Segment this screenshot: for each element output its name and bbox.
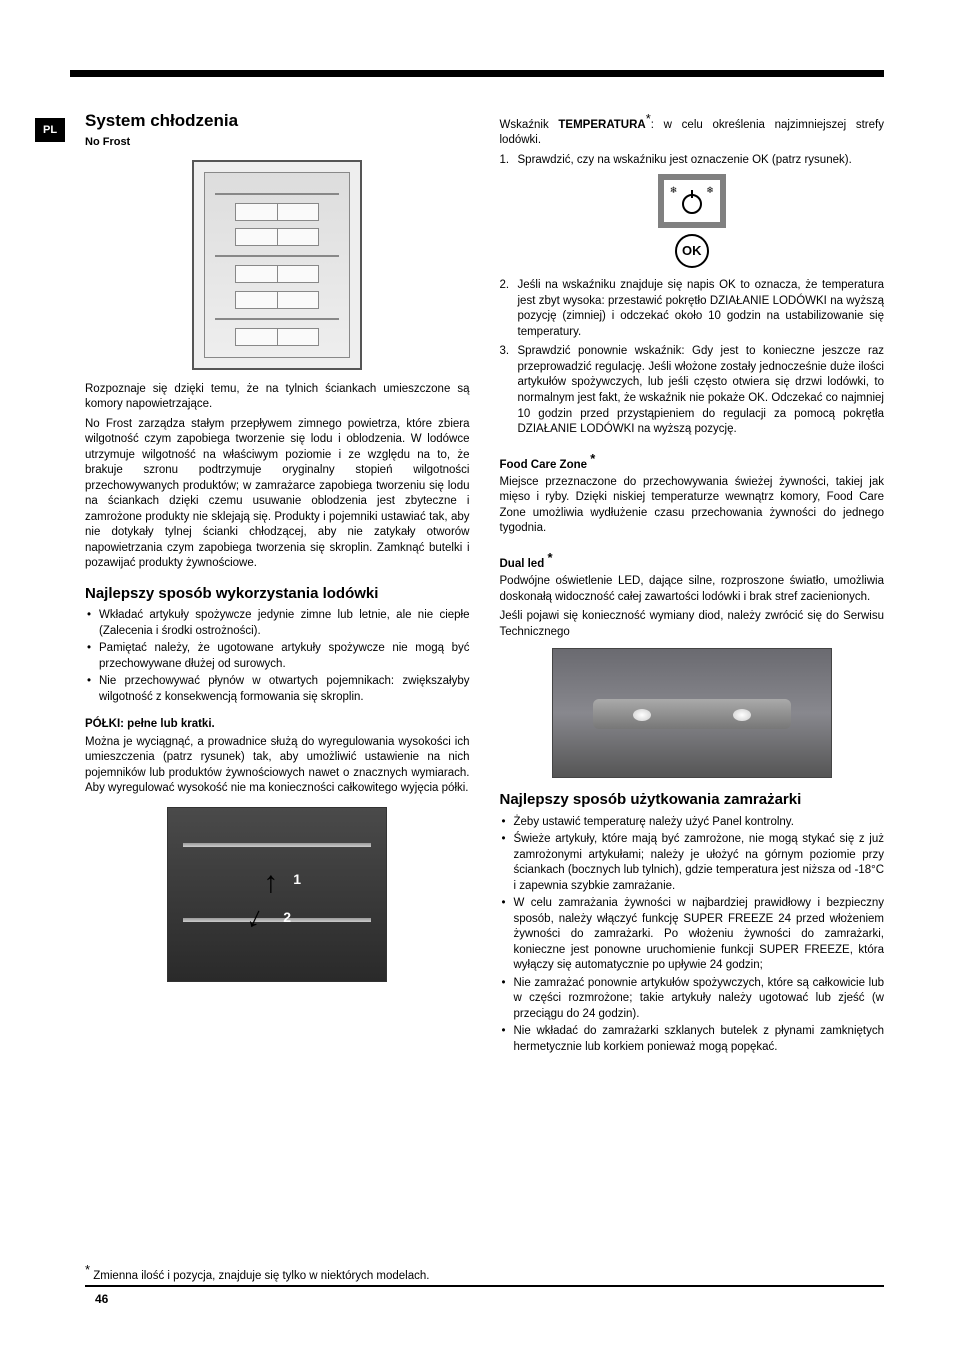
- list-item: 2.Jeśli na wskaźniku znajduje się napis …: [518, 278, 885, 340]
- list-item: 1.Sprawdzić, czy na wskaźniku jest oznac…: [518, 153, 885, 169]
- fridge-best-use-heading: Najlepszy sposób wykorzystania lodówki: [85, 584, 470, 604]
- temperature-steps-cont: 2.Jeśli na wskaźniku znajduje się napis …: [500, 278, 885, 437]
- dual-led-photo: [552, 648, 832, 778]
- list-item: W celu zamrażania żywności w najbardziej…: [514, 896, 885, 974]
- list-item: Żeby ustawić temperaturę należy użyć Pan…: [514, 815, 885, 831]
- list-item: Świeże artykuły, które mają być zamrożon…: [514, 832, 885, 894]
- temperature-label: TEMPERATURA: [558, 119, 645, 131]
- fridge-diagram: [192, 160, 362, 370]
- shelf-adjustment-photo: ↑ 1 ↓ 2: [167, 807, 387, 982]
- shelves-para: Można je wyciągnąć, a prowadnice służą d…: [85, 735, 470, 797]
- dual-led-para2: Jeśli pojawi się konieczność wymiany dio…: [500, 609, 885, 640]
- arrow-label-2: 2: [283, 908, 291, 927]
- temperature-intro: Wskaźnik TEMPERATURA*: w celu określenia…: [500, 110, 885, 149]
- asterisk-icon: *: [547, 550, 552, 565]
- list-item: Nie przechowywać płynów w otwartych poje…: [99, 674, 470, 705]
- list-item: Pamiętać należy, że ugotowane artykuły s…: [99, 641, 470, 672]
- left-column: System chłodzenia No Frost Rozpoznaje si…: [85, 110, 470, 1057]
- temperature-steps: 1.Sprawdzić, czy na wskaźniku jest oznac…: [500, 153, 885, 169]
- list-item: Nie wkładać do zamrażarki szklanych bute…: [514, 1024, 885, 1055]
- language-badge: PL: [35, 118, 65, 142]
- page-number: 46: [85, 1292, 108, 1306]
- dual-led-heading: Dual led *: [500, 549, 885, 572]
- list-item: Nie zamrażać ponownie artykułów spożywcz…: [514, 976, 885, 1023]
- shelves-heading: PÓŁKI: pełne lub kratki.: [85, 717, 470, 733]
- list-item: Wkładać artykuły spożywcze jedynie zimne…: [99, 608, 470, 639]
- ok-circle: OK: [675, 234, 709, 268]
- food-care-para: Miejsce przeznaczone do przechowywania ś…: [500, 475, 885, 537]
- no-frost-subtitle: No Frost: [85, 135, 470, 150]
- para-recognize: Rozpoznaje się dzięki temu, że na tylnic…: [85, 382, 470, 413]
- list-item: 3.Sprawdzić ponownie wskaźnik: Gdy jest …: [518, 344, 885, 437]
- freezer-tips-list: Żeby ustawić temperaturę należy użyć Pan…: [500, 815, 885, 1056]
- content-columns: System chłodzenia No Frost Rozpoznaje si…: [85, 110, 884, 1057]
- top-divider: [70, 70, 884, 77]
- footnote: * Zmienna ilość i pozycja, znajduje się …: [85, 1262, 465, 1282]
- arrow-label-1: 1: [293, 870, 301, 889]
- asterisk-icon: *: [590, 451, 595, 466]
- fridge-tips-list: Wkładać artykuły spożywcze jedynie zimne…: [85, 608, 470, 705]
- para-nofrost-desc: No Frost zarządza stałym przepływem zimn…: [85, 417, 470, 572]
- page-footer-bar: 46: [85, 1285, 884, 1308]
- ok-indicator-diagram: ❄❄ OK: [647, 174, 737, 268]
- right-column: Wskaźnik TEMPERATURA*: w celu określenia…: [500, 110, 885, 1057]
- cooling-system-title: System chłodzenia: [85, 110, 470, 133]
- dual-led-para1: Podwójne oświetlenie LED, dające silne, …: [500, 574, 885, 605]
- food-care-heading: Food Care Zone *: [500, 450, 885, 473]
- freezer-best-use-heading: Najlepszy sposób użytkowania zamrażarki: [500, 790, 885, 810]
